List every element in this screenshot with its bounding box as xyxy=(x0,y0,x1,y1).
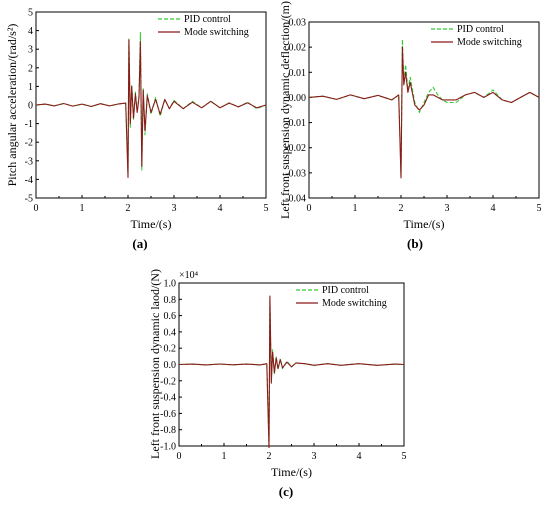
chart3-x-tick-label: 2 xyxy=(267,451,272,462)
chart1-x-tick-label: 4 xyxy=(218,203,223,214)
chart1-y-tick-label: 1 xyxy=(28,82,33,93)
chart3-y-tick-label: 0.2 xyxy=(164,344,177,355)
chart3-y-tick-label: 0.8 xyxy=(164,295,177,306)
chart1-panel-label: (a) xyxy=(132,236,147,251)
chart3-x-tick-label: 0 xyxy=(177,451,182,462)
chart3-axis-multiplier: ×10⁴ xyxy=(179,270,199,281)
chart2-y-tick-label: -0.01 xyxy=(285,118,306,129)
chart1-legend-label: PID control xyxy=(184,14,231,25)
chart2-panel-label: (b) xyxy=(407,236,423,251)
chart1-x-tick-label: 2 xyxy=(126,203,131,214)
chart3-y-tick-label: 0.6 xyxy=(164,311,177,322)
chart3-x-tick-label: 5 xyxy=(402,451,407,462)
chart1-y-tick-label: -3 xyxy=(25,156,33,167)
chart2-x-tick-label: 0 xyxy=(307,203,312,214)
chart1-y-axis-title: Pitch angular acceleration/(rad/s²) xyxy=(5,24,19,187)
chart3-x-axis-title: Time/(s) xyxy=(271,465,312,479)
chart1-y-tick-label: 4 xyxy=(28,26,33,37)
chart1-x-tick-label: 1 xyxy=(80,203,85,214)
chart2-series-line-mode-switching xyxy=(308,46,540,179)
chart2-series-line-pid xyxy=(308,39,540,176)
chart3-y-tick-label: -0.4 xyxy=(160,393,176,404)
chart3-y-tick-label: -0.6 xyxy=(160,409,176,420)
chart2-x-axis-title: Time/(s) xyxy=(404,217,445,231)
chart1-y-tick-label: -4 xyxy=(25,175,33,186)
chart2-y-axis-title: Left front suspension dynamic deflection… xyxy=(278,1,292,219)
chart2-x-tick-label: 4 xyxy=(491,203,496,214)
chart3-y-tick-label: -0.2 xyxy=(160,376,176,387)
chart3-x-tick-label: 4 xyxy=(357,451,362,462)
chart1-y-tick-label: -1 xyxy=(25,119,33,130)
chart1-x-axis-title: Time/(s) xyxy=(131,217,172,231)
chart2-y-tick-label: -0.03 xyxy=(285,168,306,179)
chart3-legend-label: Mode switching xyxy=(322,298,387,309)
chart1-x-tick-label: 0 xyxy=(34,203,39,214)
chart1-y-tick-label: 2 xyxy=(28,63,33,74)
chart2-plot-frame xyxy=(308,21,540,199)
chart1-y-tick-label: 3 xyxy=(28,45,33,56)
chart3-y-tick-label: -0.8 xyxy=(160,425,176,436)
chart2-y-tick-label: 0.00 xyxy=(289,93,307,104)
chart2-y-tick-label: -0.04 xyxy=(285,194,306,205)
chart1-series-line-mode-switching xyxy=(35,39,267,179)
chart2-y-tick-label: 0.01 xyxy=(289,68,307,79)
chart2-y-tick-label: 0.02 xyxy=(289,43,307,54)
chart2-x-tick-label: 3 xyxy=(445,203,450,214)
chart3-x-tick-label: 3 xyxy=(312,451,317,462)
chart2-x-tick-label: 2 xyxy=(399,203,404,214)
chart1-y-tick-label: 5 xyxy=(28,8,33,19)
chart3-y-tick-label: -1.0 xyxy=(160,442,176,453)
chart2-x-tick-label: 1 xyxy=(353,203,358,214)
chart3-panel-label: (c) xyxy=(279,484,293,499)
chart2-y-tick-label: 0.03 xyxy=(289,18,307,29)
chart3-x-tick-label: 1 xyxy=(222,451,227,462)
chart3-series-line-mode-switching xyxy=(178,295,405,449)
chart1-series-line-pid xyxy=(35,31,267,175)
chart3-series-line-pid xyxy=(178,298,405,447)
chart2-x-tick-label: 5 xyxy=(537,203,542,214)
chart3-y-tick-label: 0.0 xyxy=(164,360,177,371)
chart3-y-axis-title: Left front suspension dynamic laod/(N) xyxy=(148,269,162,459)
chart1-y-tick-label: -2 xyxy=(25,138,33,149)
chart2-y-tick-label: -0.02 xyxy=(285,143,306,154)
chart2-legend-label: Mode switching xyxy=(457,37,522,48)
chart3-legend-label: PID control xyxy=(322,285,369,296)
chart1-x-tick-label: 5 xyxy=(264,203,269,214)
chart1-y-tick-label: -5 xyxy=(25,194,33,205)
chart1-legend-label: Mode switching xyxy=(184,27,249,38)
chart3-y-tick-label: 1.0 xyxy=(164,279,177,290)
chart1-x-tick-label: 3 xyxy=(172,203,177,214)
chart2-legend-label: PID control xyxy=(457,24,504,35)
chart1-y-tick-label: 0 xyxy=(28,101,33,112)
chart3-y-tick-label: 0.4 xyxy=(164,327,177,338)
